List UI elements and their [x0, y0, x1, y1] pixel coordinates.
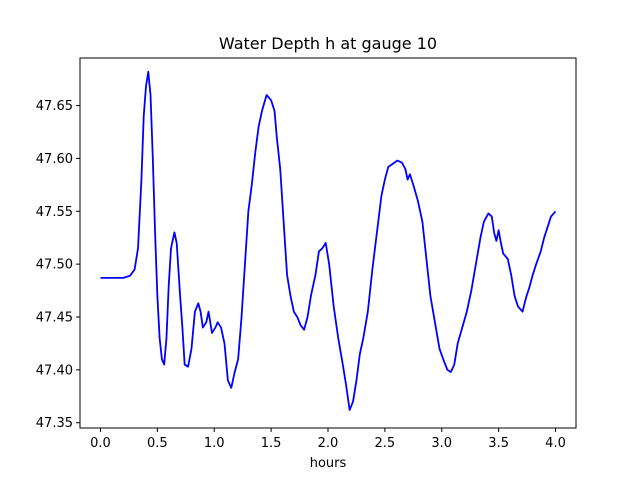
y-tick-label: 47.50: [36, 258, 73, 273]
x-axis-label: hours: [310, 456, 347, 471]
y-tick-label: 47.65: [36, 99, 73, 114]
x-tick-label: 0.0: [90, 436, 111, 451]
y-axis: 47.35 47.40 47.45 47.50 47.55 47.60 47.65: [36, 99, 80, 431]
chart-title: Water Depth h at gauge 10: [219, 34, 437, 53]
x-tick-label: 1.5: [261, 436, 282, 451]
y-tick-label: 47.35: [36, 416, 73, 431]
plot-area: [79, 57, 577, 429]
x-axis: 0.0 0.5 1.0 1.5 2.0 2.5 3.0 3.5 4.0: [90, 428, 566, 451]
x-tick-label: 3.0: [431, 436, 452, 451]
x-tick-label: 4.0: [545, 436, 566, 451]
x-tick-label: 1.0: [204, 436, 225, 451]
y-tick-label: 47.55: [36, 205, 73, 220]
y-tick-label: 47.45: [36, 311, 73, 326]
x-tick-label: 2.0: [318, 436, 339, 451]
series-line-gauge-10: [100, 70, 557, 411]
y-tick-label: 47.60: [36, 152, 73, 167]
y-tick-label: 47.40: [36, 363, 73, 378]
x-tick-label: 2.5: [375, 436, 396, 451]
x-tick-label: 0.5: [147, 436, 168, 451]
x-tick-label: 3.5: [488, 436, 509, 451]
